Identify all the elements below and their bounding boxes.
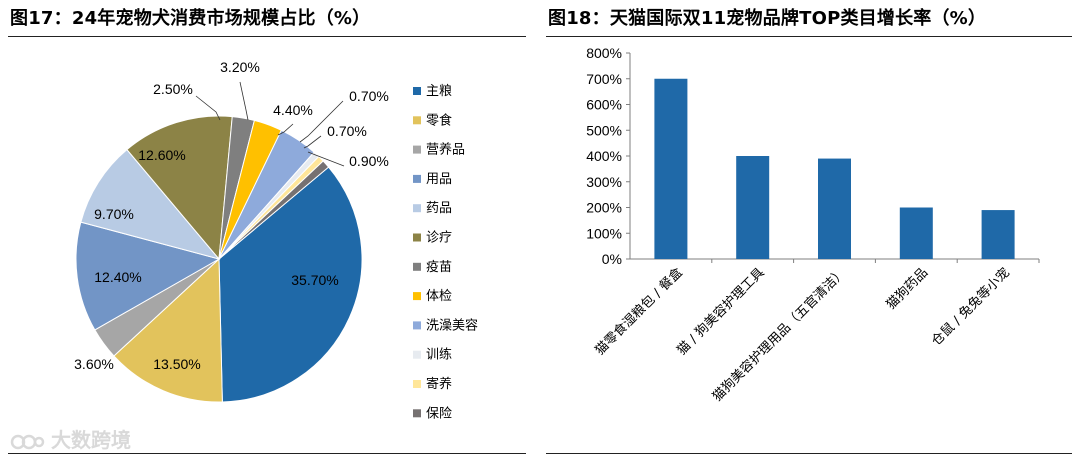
legend-swatch xyxy=(413,145,421,154)
pie-slice-用品 xyxy=(75,221,221,331)
leader-line xyxy=(195,95,221,121)
y-tick-labels: 0% 100% 200% 300% 400% 500% 600% 700% 800% xyxy=(586,45,630,267)
y-tick-label: 300% xyxy=(586,174,622,190)
pie-data-label: 2.50% xyxy=(153,81,193,97)
leader-line xyxy=(277,123,294,136)
legend-label: 保险 xyxy=(426,406,452,421)
y-tick-label: 400% xyxy=(586,148,622,164)
top-rule xyxy=(8,36,526,37)
legend-swatch xyxy=(413,174,421,183)
x-tick-label: 猫零食湿粮包 / 餐盒 xyxy=(592,265,686,359)
legend-label: 药品 xyxy=(426,201,452,216)
bar xyxy=(981,210,1015,259)
y-tick-label: 0% xyxy=(602,251,622,267)
legend-label: 诊疗 xyxy=(426,231,452,246)
pie-data-labels: 35.70% 13.50% 3.60% 12.40% 9.70% 12.60% 2.50% 3… xyxy=(74,59,389,372)
x-tick-label: 猫狗药品 xyxy=(884,265,931,312)
pie-data-label: 4.40% xyxy=(273,102,313,118)
pie-figure-title: 图17：24年宠物犬消费市场规模占比（%） xyxy=(10,8,371,29)
y-tick-label: 800% xyxy=(586,45,622,61)
legend-label: 洗澡美容 xyxy=(426,317,478,333)
left-panel: 图17：24年宠物犬消费市场规模占比（%） 35.70% 13.50% 3.60% 1… xyxy=(8,0,526,460)
pie-data-label: 12.40% xyxy=(94,269,141,285)
right-panel: 图18：天猫国际双11宠物品牌TOP类目增长率（%） 0% 100% 200% 300… xyxy=(546,0,1072,460)
pie-data-label: 12.60% xyxy=(138,147,185,163)
legend-swatch xyxy=(413,87,421,95)
bar-chart: 0% 100% 200% 300% 400% 500% 600% 700% 800% 猫零食湿粮包… xyxy=(586,45,1040,405)
watermark: 大数跨境 xyxy=(10,424,131,453)
y-tick-label: 200% xyxy=(586,200,622,216)
legend-label: 疫苗 xyxy=(426,259,452,275)
pie-slice-保险 xyxy=(218,160,330,260)
pie-slice-药品 xyxy=(80,148,221,260)
legend-swatch xyxy=(413,321,421,330)
y-tick-label: 600% xyxy=(586,97,622,113)
legend-label: 训练 xyxy=(426,348,452,363)
pie-data-label: 0.90% xyxy=(349,153,389,169)
bar-figure-title: 图18：天猫国际双11宠物品牌TOP类目增长率（%） xyxy=(548,8,987,29)
bottom-rule xyxy=(546,453,1072,454)
y-tick-label: 500% xyxy=(586,122,622,138)
legend-swatch xyxy=(413,233,421,242)
bar xyxy=(899,207,933,259)
pie-slice-零食 xyxy=(113,257,223,403)
legend-label: 营养品 xyxy=(426,142,465,158)
bars xyxy=(654,78,1015,259)
legend-swatch xyxy=(413,350,421,359)
legend-swatch xyxy=(413,116,421,125)
pie-slices xyxy=(75,115,363,403)
watermark-logo-icon xyxy=(10,434,45,449)
legend-label: 体检 xyxy=(426,289,452,304)
legend-label: 用品 xyxy=(426,172,452,187)
pie-data-label: 0.70% xyxy=(327,123,367,139)
legend-swatch xyxy=(413,380,421,388)
pie-data-label: 0.70% xyxy=(349,88,389,104)
bar xyxy=(736,156,770,259)
leader-line xyxy=(303,135,322,149)
legend-swatch xyxy=(413,262,421,271)
watermark-text: 大数跨境 xyxy=(50,428,131,452)
pie-slice-诊疗 xyxy=(126,115,233,261)
leader-line xyxy=(239,81,249,121)
pie-data-label: 3.60% xyxy=(74,356,114,372)
x-tick-label: 猫狗美容护理用品（五官清洁） xyxy=(709,265,849,405)
top-rule xyxy=(546,36,1072,37)
pie-data-label: 13.50% xyxy=(153,356,200,372)
pie-data-label: 9.70% xyxy=(94,206,134,222)
legend-label: 零食 xyxy=(426,112,452,128)
pie-chart: 35.70% 13.50% 3.60% 12.40% 9.70% 12.60% 2.50% 3… xyxy=(74,59,478,421)
legend-swatch xyxy=(413,409,421,418)
x-tick-label: 猫 / 狗美容护理工具 xyxy=(674,265,768,359)
y-tick-label: 700% xyxy=(586,71,622,87)
x-tick-label: 仓鼠 / 兔兔等小宠 xyxy=(928,265,1013,350)
bottom-rule xyxy=(8,453,526,454)
legend-label: 寄养 xyxy=(426,376,452,392)
legend-label: 主粮 xyxy=(426,84,452,99)
y-tick-label: 100% xyxy=(586,225,622,241)
pie-slice-主粮 xyxy=(218,166,363,403)
pie-data-label: 3.20% xyxy=(220,59,260,75)
leader-line xyxy=(299,100,344,143)
pie-data-label: 35.70% xyxy=(291,272,338,288)
legend-swatch xyxy=(413,292,421,301)
legend-swatch xyxy=(413,204,421,213)
leader-line xyxy=(307,151,345,167)
bar xyxy=(818,158,851,259)
bar xyxy=(654,78,688,259)
